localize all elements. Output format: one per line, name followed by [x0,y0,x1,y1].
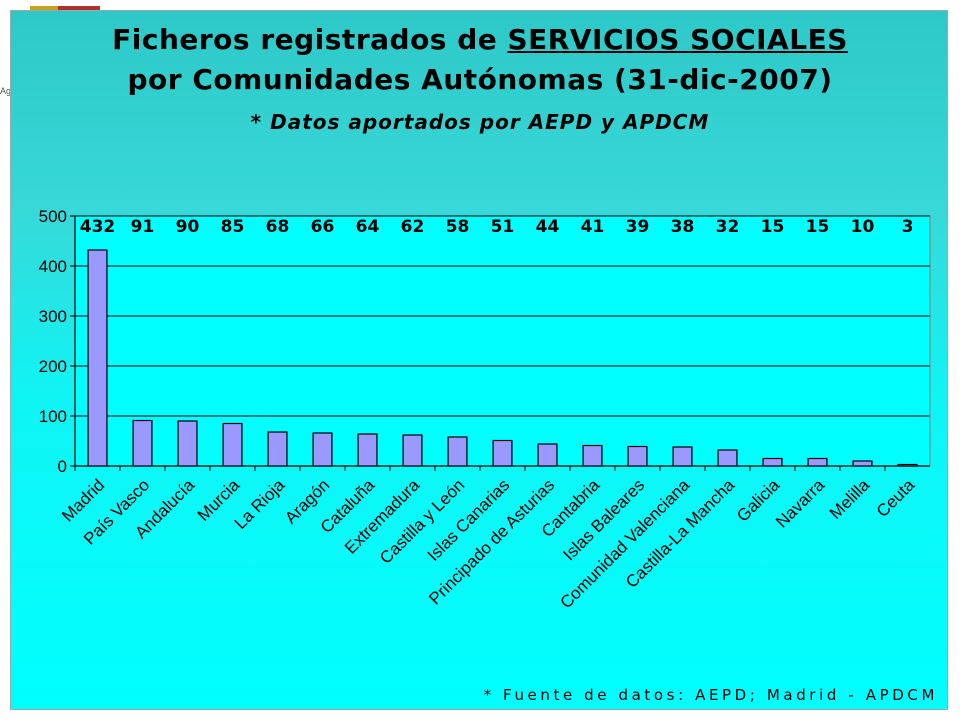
bar-17 [852,460,873,467]
logo-stub [30,6,100,12]
data-label-10: 44 [536,217,560,237]
data-label-4: 68 [266,217,290,237]
bar-2 [177,420,198,467]
data-label-15: 15 [761,217,785,237]
y-tick-label-500: 500 [39,207,67,226]
bar-4 [267,431,288,467]
data-label-14: 32 [716,217,740,237]
data-label-0: 432 [80,217,116,237]
source-footnote: * Fuente de datos: AEPD; Madrid - APDCM [483,686,938,704]
bar-7 [402,434,423,467]
bar-3 [222,422,243,467]
data-label-5: 66 [311,217,335,237]
category-label-4: La Rioja [231,475,289,533]
bar-6 [357,433,378,467]
bar-0 [87,249,108,467]
data-label-3: 85 [221,217,245,237]
data-label-7: 62 [401,217,425,237]
data-label-9: 51 [491,217,515,237]
bar-12 [627,445,648,467]
category-label-17: Melilla [826,475,874,523]
title-line-2: por Comunidades Autónomas (31-dic-2007) [127,63,833,96]
category-label-16: Navarra [772,475,829,532]
data-label-12: 39 [626,217,650,237]
plot-area [74,215,931,467]
chart-title: Ficheros registrados de SERVICIOS SOCIAL… [0,20,960,100]
y-tick-label-200: 200 [39,357,67,376]
bar-15 [762,457,783,467]
y-tick-label-0: 0 [58,457,67,476]
bar-8 [447,436,468,467]
data-label-13: 38 [671,217,695,237]
title-prefix: Ficheros registrados de [112,23,508,56]
data-label-17: 10 [851,217,875,237]
data-label-1: 91 [131,217,155,237]
bar-11 [582,444,603,467]
bar-18 [897,463,918,467]
bar-14 [717,449,738,467]
y-tick-label-100: 100 [39,407,67,426]
data-label-2: 90 [176,217,200,237]
bar-1 [132,419,153,467]
logo-text: Ag [0,86,12,96]
category-label-18: Ceuta [873,475,919,521]
bar-9 [492,439,513,467]
title-line-1: Ficheros registrados de SERVICIOS SOCIAL… [0,20,960,60]
data-label-18: 3 [902,217,914,237]
title-emphasis: SERVICIOS SOCIALES [507,23,848,56]
data-label-11: 41 [581,217,605,237]
chart-subtitle: * Datos aportados por AEPD y APDCM [250,110,710,134]
bar-16 [807,457,828,467]
y-tick-label-400: 400 [39,257,67,276]
data-label-8: 58 [446,217,470,237]
data-label-16: 15 [806,217,830,237]
bar-10 [537,443,558,467]
bar-5 [312,432,333,467]
data-label-6: 64 [356,217,380,237]
bar-13 [672,446,693,467]
y-tick-label-300: 300 [39,307,67,326]
